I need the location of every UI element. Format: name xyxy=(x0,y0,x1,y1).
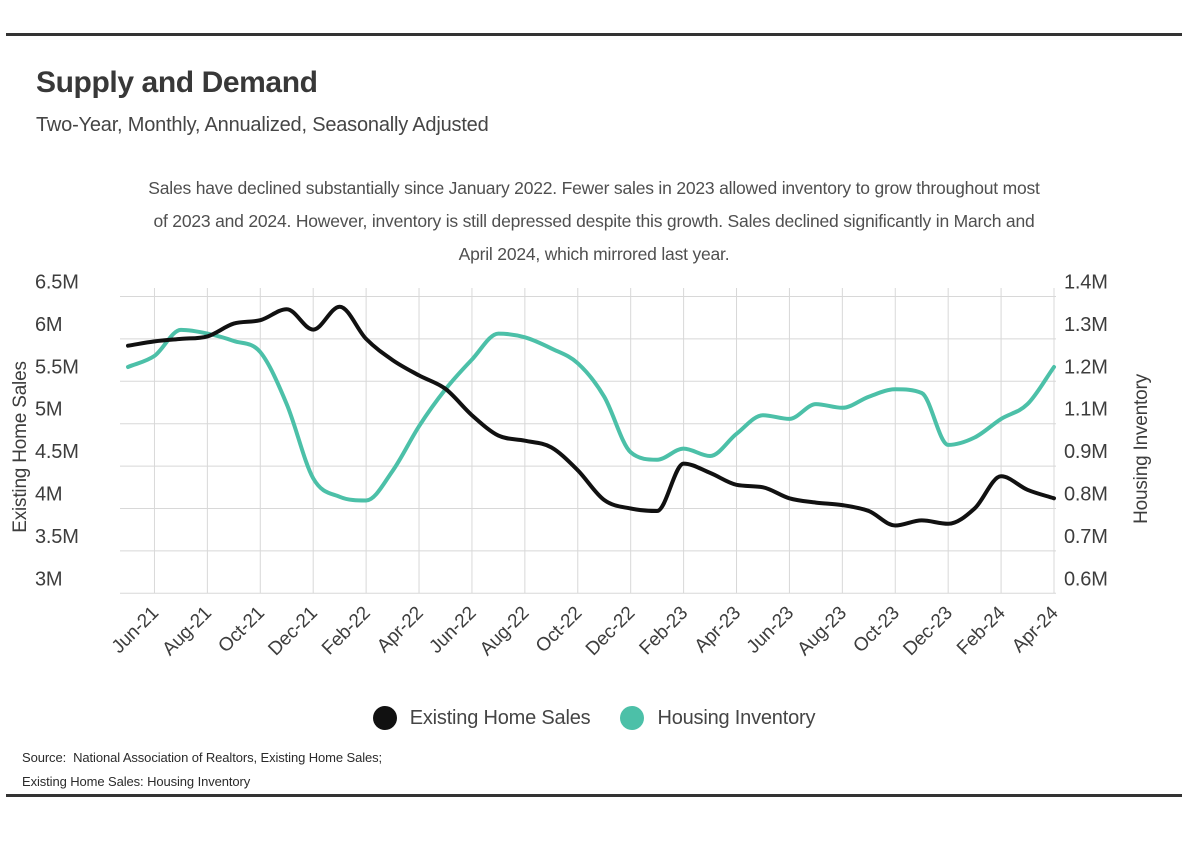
legend-item-housing-inventory: Housing Inventory xyxy=(620,706,815,730)
x-axis-tick-label: Dec-21 xyxy=(264,603,321,660)
x-axis-tick-label: Apr-24 xyxy=(1008,602,1063,657)
x-axis-tick-label: Aug-21 xyxy=(159,603,216,660)
page-title: Supply and Demand xyxy=(36,66,318,99)
right-axis-tick-label: 1.1M xyxy=(1064,399,1108,421)
left-axis-tick-label: 6M xyxy=(35,314,62,336)
source-line-1: Source: National Association of Realtors… xyxy=(22,750,383,765)
x-axis-tick-label: Feb-24 xyxy=(953,602,1010,659)
chart-legend: Existing Home Sales Housing Inventory xyxy=(0,706,1188,730)
description-line: April 2024, which mirrored last year. xyxy=(458,244,730,264)
x-axis-tick-label: Feb-22 xyxy=(318,603,375,660)
left-axis-tick-label: 4M xyxy=(35,484,62,506)
description-line: Sales have declined substantially since … xyxy=(148,178,1040,198)
left-axis-tick-label: 4.5M xyxy=(35,441,79,463)
legend-item-existing-home-sales: Existing Home Sales xyxy=(372,706,591,730)
x-axis-tick-label: Oct-23 xyxy=(849,603,903,657)
x-axis-tick-label: Jun-21 xyxy=(108,603,163,658)
x-axis-tick-label: Aug-23 xyxy=(794,603,851,660)
x-axis-tick-label: Jun-23 xyxy=(743,603,798,658)
right-axis-tick-label: 0.8M xyxy=(1064,484,1108,506)
housing-inventory-line xyxy=(126,327,1056,503)
right-axis-tick-label: 0.7M xyxy=(1064,526,1108,548)
x-axis-tick-label: Apr-22 xyxy=(373,603,427,657)
left-axis-tick-label: 3M xyxy=(35,568,62,590)
legend-label: Existing Home Sales xyxy=(409,706,591,729)
right-axis-tick-label: 0.6M xyxy=(1064,568,1108,590)
right-axis-tick-label: 1.2M xyxy=(1064,356,1108,378)
dual-axis-line-chart: 6.5M 1.4M 6M 1.3M 5.5M 1.2M 5M 1.1M 4.5M 0.9M 4M 0.… xyxy=(10,272,1152,661)
right-axis-title: Housing Inventory xyxy=(1131,373,1152,523)
x-axis-tick-label: Jun-22 xyxy=(425,603,480,658)
description-line: of 2023 and 2024. However, inventory is … xyxy=(153,211,1035,231)
inventory-legend-dot-icon xyxy=(620,706,645,730)
legend-label: Housing Inventory xyxy=(657,706,816,729)
x-axis-tick-label: Oct-21 xyxy=(214,603,268,657)
x-axis-tick-label: Aug-22 xyxy=(476,603,533,660)
x-axis-tick-label: Dec-23 xyxy=(899,603,956,660)
bottom-divider xyxy=(6,794,1182,797)
right-axis-tick-label: 0.9M xyxy=(1064,441,1108,463)
page-subtitle: Two-Year, Monthly, Annualized, Seasonall… xyxy=(36,114,489,136)
left-axis-tick-label: 3.5M xyxy=(35,526,79,548)
existing-home-sales-line xyxy=(126,304,1056,528)
left-axis-title: Existing Home Sales xyxy=(10,361,31,533)
right-axis-tick-label: 1.3M xyxy=(1064,314,1108,336)
sales-legend-dot-icon xyxy=(372,706,397,730)
source-line-2: Existing Home Sales: Housing Inventory xyxy=(22,774,251,789)
chart-description: Sales have declined substantially since … xyxy=(94,172,1094,271)
x-axis-tick-label: Dec-22 xyxy=(582,603,639,660)
right-axis-tick-label: 1.4M xyxy=(1064,272,1108,294)
x-axis-tick-label: Oct-22 xyxy=(532,603,586,657)
left-axis-tick-label: 5M xyxy=(35,399,62,421)
left-axis-tick-label: 6.5M xyxy=(35,272,79,294)
top-divider xyxy=(6,33,1182,36)
left-axis-tick-label: 5.5M xyxy=(35,356,79,378)
x-axis-tick-label: Apr-23 xyxy=(691,603,745,657)
x-axis-tick-label: Feb-23 xyxy=(636,603,693,660)
